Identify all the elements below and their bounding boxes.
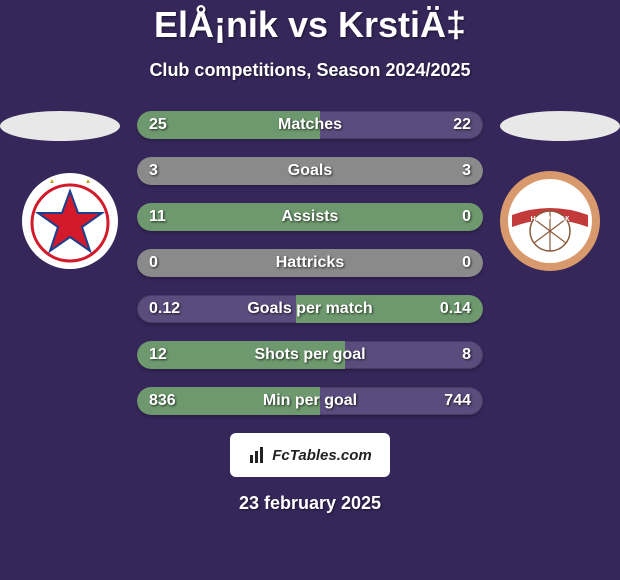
stat-row: Matches25 22 [137, 111, 483, 139]
ellipse-left [0, 111, 120, 141]
stat-value-left: 25 [137, 111, 179, 139]
stat-value-left: 836 [137, 387, 188, 415]
stat-row: Goals per match0.120.14 [137, 295, 483, 323]
stat-label: Matches [137, 111, 483, 139]
logo-text: FcTables.com [272, 447, 371, 464]
napredak-icon: НАПРЕДАК [500, 171, 600, 271]
stat-label: Goals [137, 157, 483, 185]
stat-row: Goals3 3 [137, 157, 483, 185]
comparison-infographic: ElÅ¡nik vs KrstiÄ‡ Club competitions, Se… [0, 0, 620, 580]
subtitle: Club competitions, Season 2024/2025 [0, 60, 620, 81]
stat-row: Min per goal836 744 [137, 387, 483, 415]
badge-circle-left [20, 171, 120, 271]
stat-label: Shots per goal [137, 341, 483, 369]
content-area: НАПРЕДАК Matches2522Goals33Assists110Hat… [0, 111, 620, 514]
page-title: ElÅ¡nik vs KrstiÄ‡ [0, 0, 620, 46]
stat-value-right: 8 [450, 341, 483, 369]
stat-value-left: 0 [137, 249, 170, 277]
stat-row: Shots per goal12 8 [137, 341, 483, 369]
stat-value-right: 0 [450, 203, 483, 231]
stat-value-left: 12 [137, 341, 179, 369]
badge-circle-right: НАПРЕДАК [500, 171, 600, 271]
stat-value-right: 0.14 [428, 295, 483, 323]
stat-value-right: 22 [441, 111, 483, 139]
stat-label: Hattricks [137, 249, 483, 277]
ellipse-right [500, 111, 620, 141]
stat-value-left: 11 [137, 203, 178, 231]
stat-value-right: 744 [432, 387, 483, 415]
stat-value-right: 0 [450, 249, 483, 277]
crvena-zvezda-icon [20, 171, 120, 271]
stat-value-left: 0.12 [137, 295, 192, 323]
stat-row: Hattricks0 0 [137, 249, 483, 277]
team-badge-right: НАПРЕДАК [500, 171, 600, 271]
stat-label: Assists [137, 203, 483, 231]
team-badge-left [20, 171, 120, 271]
stats-bars: Matches2522Goals33Assists110Hattricks00G… [137, 111, 483, 415]
stat-value-left: 3 [137, 157, 170, 185]
stat-row: Assists11 0 [137, 203, 483, 231]
date-text: 23 february 2025 [0, 493, 620, 514]
svg-text:НАПРЕДАК: НАПРЕДАК [531, 216, 570, 223]
chart-bars-icon [248, 445, 268, 465]
fctables-logo: FcTables.com [230, 433, 390, 477]
stat-value-right: 3 [450, 157, 483, 185]
stat-label: Min per goal [137, 387, 483, 415]
